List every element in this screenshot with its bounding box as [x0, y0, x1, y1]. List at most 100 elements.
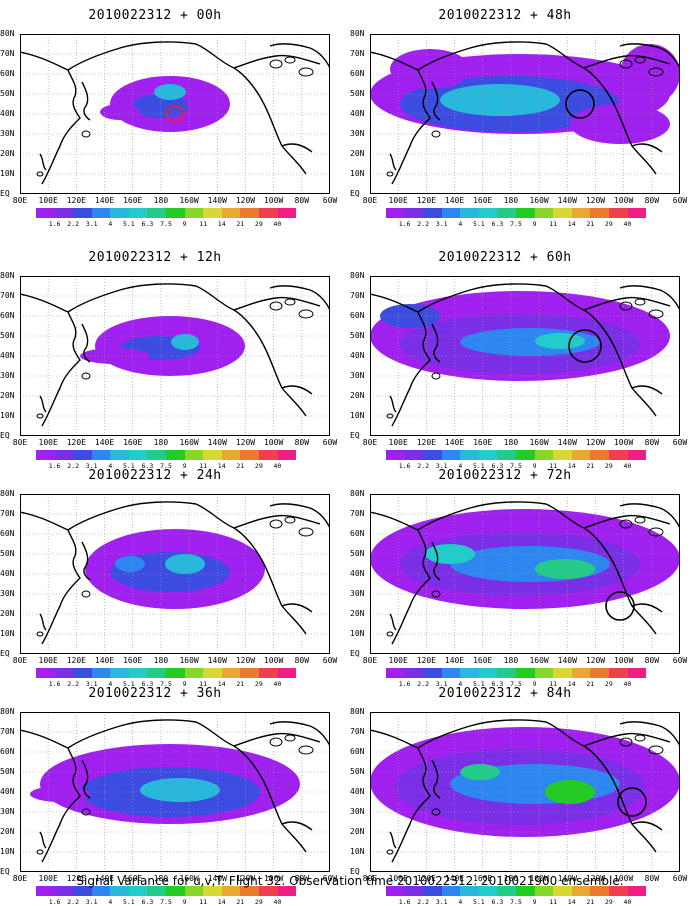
panel-title-text: 2010022312 + 12h [88, 250, 222, 265]
lon-tick-label: 120E [416, 438, 436, 447]
colorbar-label: 14 [567, 680, 576, 688]
colorbar-label: 14 [567, 220, 576, 228]
lon-tick-label: 180 [153, 874, 169, 883]
lon-tick-label: 80W [294, 196, 310, 205]
coastline [619, 503, 680, 529]
colorbar-label: 3.1 [85, 462, 98, 470]
coastline [619, 285, 680, 311]
colorbar-swatch [258, 208, 278, 218]
panel-title-text: 2010022312 + 00h [88, 8, 222, 23]
colorbar-label: 21 [586, 462, 595, 470]
colorbar-swatch [166, 208, 185, 218]
lat-tick-label: 40N [0, 569, 15, 578]
lat-tick-label: 50N [350, 331, 365, 340]
lon-tick-label: 100W [613, 438, 634, 447]
panel-title-text: 2010022312 + 60h [438, 250, 572, 265]
colorbar-swatch [534, 886, 554, 896]
island [81, 590, 91, 598]
island [386, 849, 394, 855]
colorbar-swatch [404, 668, 424, 678]
colorbar-label: 21 [236, 898, 245, 906]
map-panel: 2010022312 + 48h 80N 70N 60N 50N 40N 30N 20N 10N… [350, 8, 687, 228]
lon-tick-label: 100E [388, 196, 408, 205]
colorbar-label: 5.1 [122, 680, 135, 688]
lat-tick-label: 60N [350, 529, 365, 538]
lon-tick-label: 120E [66, 656, 86, 665]
lon-tick-label: 140W [557, 656, 577, 665]
island [284, 516, 296, 524]
lat-tick-label: 80N [350, 489, 365, 498]
lon-tick-label: 100E [38, 438, 58, 447]
colorbar-label: 3.1 [85, 680, 98, 688]
colorbar-label: 6.3 [491, 462, 504, 470]
lat-tick-label: 20N [350, 391, 365, 400]
colorbar-label: 11 [199, 680, 208, 688]
lat-tick-label: 50N [350, 767, 365, 776]
panel-title-text: 2010022312 + 24h [88, 468, 222, 483]
coastline [81, 81, 91, 121]
lat-tick-label: 70N [350, 509, 365, 518]
colorbar-swatch [91, 450, 111, 460]
colorbar-swatch [608, 886, 628, 896]
colorbar-label: 9 [532, 462, 537, 470]
colorbar-swatch [240, 668, 259, 678]
panel-title: 2010022312 + 60h [350, 250, 660, 265]
colorbar-label: 40 [623, 462, 632, 470]
colorbar-label: 7.5 [510, 462, 522, 470]
lat-tick-label: 20N [0, 149, 15, 158]
colorbar-swatch [534, 208, 554, 218]
island [269, 519, 283, 529]
colorbar-swatch [404, 208, 424, 218]
colorbar-label: 2.2 [417, 680, 430, 688]
variance-field [460, 764, 500, 780]
lon-tick-label: 140W [557, 874, 577, 883]
island [284, 298, 296, 306]
lon-tick-label: 120E [66, 438, 86, 447]
lat-tick-label: EQ [350, 189, 360, 198]
map-panel: 2010022312 + 60h 80N 70N 60N 50N 40N 30N 20N 10N… [350, 250, 687, 470]
colorbar-swatch [404, 450, 424, 460]
colorbar-swatch [478, 208, 498, 218]
lon-tick-label: 140E [94, 874, 115, 883]
lat-tick-label: 30N [0, 129, 15, 138]
lat-tick-label: 20N [350, 149, 365, 158]
island [431, 590, 441, 598]
lon-tick-label: 100E [388, 438, 408, 447]
colorbar-swatch [441, 886, 461, 896]
lon-tick-label: 60W [322, 874, 338, 883]
lat-tick-label: EQ [350, 867, 360, 876]
colorbar-label: 40 [273, 680, 282, 688]
coastline [233, 514, 321, 529]
lat-tick-label: 80N [350, 707, 365, 716]
lon-tick-label: 160W [179, 874, 199, 883]
lon-tick-label: 100W [613, 656, 634, 665]
colorbar-label: 5.1 [122, 462, 135, 470]
colorbar-label: 14 [567, 898, 576, 906]
lon-tick-label: 100E [388, 874, 408, 883]
colorbar-label: 5.1 [472, 220, 485, 228]
coastline [67, 283, 197, 313]
colorbar-swatch [240, 450, 259, 460]
lat-tick-label: 40N [0, 787, 15, 796]
lon-tick-label: 80E [362, 196, 378, 205]
colorbar-label: 9 [182, 462, 187, 470]
lon-tick-label: 100E [38, 196, 58, 205]
coastline [619, 721, 680, 747]
colorbar-swatch [203, 668, 222, 678]
coastline [431, 759, 441, 799]
coastline [370, 729, 431, 863]
colorbar-swatch [36, 886, 55, 896]
island [269, 737, 283, 747]
lon-tick-label: 160E [473, 438, 493, 447]
colorbar-swatch [128, 450, 148, 460]
colorbar-label: 3.1 [435, 680, 448, 688]
colorbar [386, 450, 647, 460]
colorbar-swatch [36, 208, 55, 218]
colorbar-label: 2.2 [67, 220, 80, 228]
island [36, 631, 44, 637]
lat-tick-label: 10N [0, 169, 15, 178]
colorbar-swatch [128, 668, 148, 678]
coastline [431, 323, 441, 363]
island [431, 808, 441, 816]
colorbar-label: 1.6 [398, 898, 411, 906]
